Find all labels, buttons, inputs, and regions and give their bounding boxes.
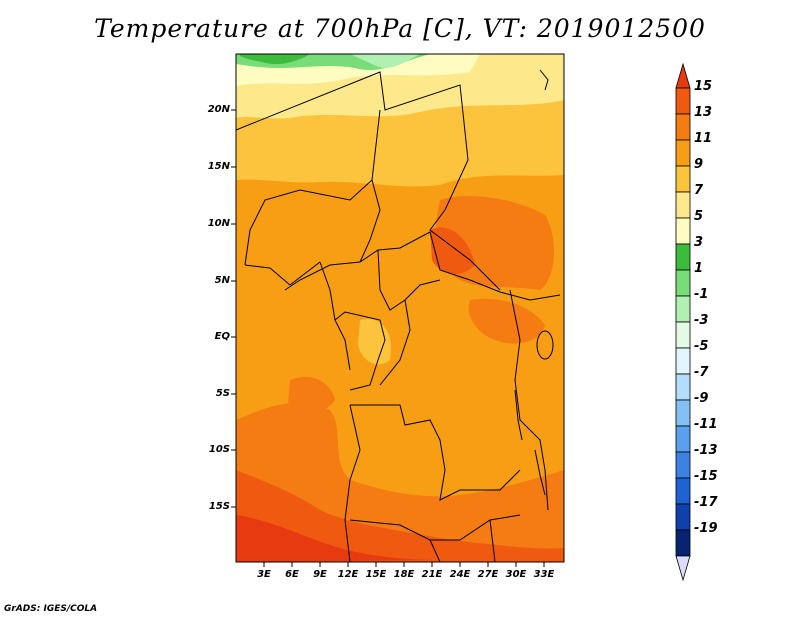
colorbar-segment bbox=[675, 477, 691, 505]
colorbar-label: 5 bbox=[694, 209, 704, 224]
credit-text: GrADS: IGES/COLA bbox=[4, 604, 98, 614]
colorbar-label: 15 bbox=[694, 79, 713, 94]
lon-label: 9E bbox=[313, 569, 327, 580]
axis-ticks bbox=[231, 109, 545, 567]
colorbar-label: -17 bbox=[694, 495, 718, 510]
map-frame bbox=[235, 53, 565, 563]
lat-label: 15N bbox=[207, 161, 230, 172]
colorbar-label: -5 bbox=[694, 339, 709, 354]
lon-label: 15E bbox=[365, 569, 387, 580]
colorbar-label: -1 bbox=[694, 287, 709, 302]
colorbar-segment bbox=[675, 503, 691, 531]
colorbar-segment bbox=[675, 321, 691, 349]
colorbar-segment bbox=[675, 139, 691, 167]
colorbar-label: 11 bbox=[694, 131, 713, 146]
colorbar-max-arrow bbox=[675, 62, 691, 89]
colorbar-segment bbox=[675, 347, 691, 375]
colorbar-segment bbox=[675, 217, 691, 245]
colorbar-label: -3 bbox=[694, 313, 709, 328]
lon-label: 33E bbox=[533, 569, 555, 580]
colorbar-segment bbox=[675, 529, 691, 557]
colorbar-segment bbox=[675, 373, 691, 401]
colorbar-label: -15 bbox=[694, 469, 718, 484]
lon-label: 24E bbox=[449, 569, 471, 580]
colorbar-min-arrow bbox=[675, 555, 691, 582]
colorbar-segment bbox=[675, 165, 691, 193]
colorbar-segment bbox=[675, 425, 691, 453]
lon-label: 12E bbox=[337, 569, 359, 580]
country-borders bbox=[236, 69, 561, 562]
lat-label: 15S bbox=[208, 501, 230, 512]
colorbar-segment bbox=[675, 113, 691, 141]
colorbar-label: -9 bbox=[694, 391, 709, 406]
colorbar bbox=[675, 62, 691, 582]
lat-label: EQ bbox=[214, 331, 230, 342]
colorbar-label: -13 bbox=[694, 443, 718, 458]
lon-label: 27E bbox=[477, 569, 499, 580]
map-title: Temperature at 700hPa [C], VT: 201901250… bbox=[94, 14, 706, 43]
colorbar-label: -7 bbox=[694, 365, 709, 380]
colorbar-label: 1 bbox=[694, 261, 704, 276]
lat-label: 5S bbox=[215, 388, 230, 399]
colorbar-segment bbox=[675, 451, 691, 479]
colorbar-label: -19 bbox=[694, 521, 718, 536]
lat-label: 20N bbox=[207, 104, 230, 115]
lat-label: 5N bbox=[214, 275, 230, 286]
colorbar-segment bbox=[675, 243, 691, 271]
colorbar-segment bbox=[675, 269, 691, 297]
lon-label: 3E bbox=[257, 569, 271, 580]
colorbar-segment bbox=[675, 295, 691, 323]
lon-label: 6E bbox=[285, 569, 299, 580]
colorbar-label: 9 bbox=[694, 157, 704, 172]
colorbar-label: 3 bbox=[694, 235, 704, 250]
colorbar-label: 13 bbox=[694, 105, 713, 120]
lon-label: 30E bbox=[505, 569, 527, 580]
colorbar-segment bbox=[675, 87, 691, 115]
lon-label: 21E bbox=[421, 569, 443, 580]
colorbar-label: -11 bbox=[694, 417, 718, 432]
lat-label: 10N bbox=[207, 218, 230, 229]
temperature-field bbox=[236, 54, 564, 562]
lakes bbox=[514, 330, 554, 496]
lon-label: 18E bbox=[393, 569, 415, 580]
colorbar-segment bbox=[675, 399, 691, 427]
lat-label: 10S bbox=[208, 444, 230, 455]
colorbar-segment bbox=[675, 191, 691, 219]
colorbar-label: 7 bbox=[694, 183, 704, 198]
